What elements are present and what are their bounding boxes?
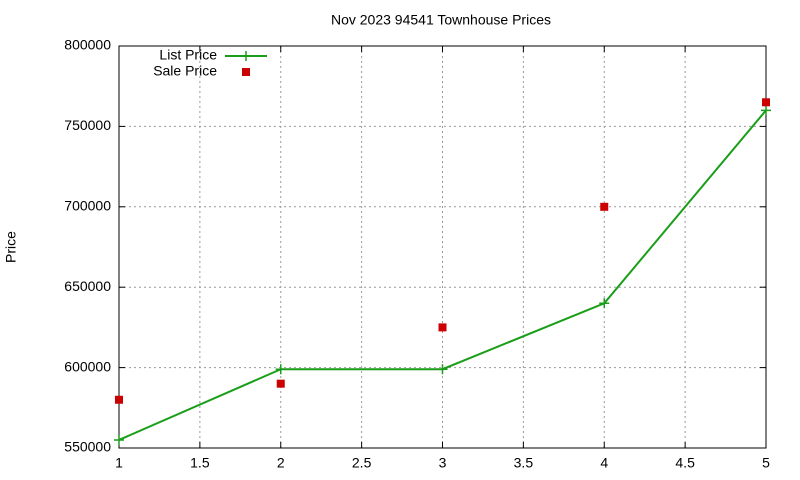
y-tick-label: 750000: [64, 117, 111, 133]
x-tick-label: 2.5: [352, 455, 372, 471]
x-tick-label: 2: [277, 455, 285, 471]
series-line: [118, 109, 767, 441]
point-marker: [115, 395, 123, 404]
legend-marker: [241, 51, 251, 61]
x-tick-label: 4: [600, 455, 608, 471]
point-marker: [761, 105, 771, 116]
y-tick-label: 550000: [64, 439, 111, 455]
point-marker: [437, 364, 448, 375]
point-marker: [600, 202, 609, 211]
x-tick-label: 3: [439, 455, 447, 471]
y-tick-label: 800000: [64, 37, 111, 53]
point-marker: [276, 379, 285, 388]
legend-marker: [242, 68, 250, 76]
y-tick-label: 600000: [64, 358, 111, 374]
x-tick-label: 4.5: [675, 455, 695, 471]
y-tick-label: 650000: [64, 278, 111, 294]
point-marker: [275, 364, 286, 375]
legend-label: List Price: [159, 47, 217, 63]
point-marker: [762, 98, 770, 107]
point-marker: [114, 434, 124, 445]
legend-label: Sale Price: [153, 63, 217, 79]
point-marker: [438, 323, 447, 332]
chart-title: Nov 2023 94541 Townhouse Prices: [331, 12, 551, 28]
y-tick-label: 700000: [64, 198, 111, 214]
point-marker: [599, 298, 610, 309]
x-tick-label: 3.5: [514, 455, 534, 471]
x-tick-label: 1.5: [190, 455, 210, 471]
y-axis-label: Price: [3, 231, 19, 263]
x-tick-label: 5: [762, 455, 770, 471]
x-tick-label: 1: [115, 455, 123, 471]
plot-frame: [118, 45, 767, 449]
